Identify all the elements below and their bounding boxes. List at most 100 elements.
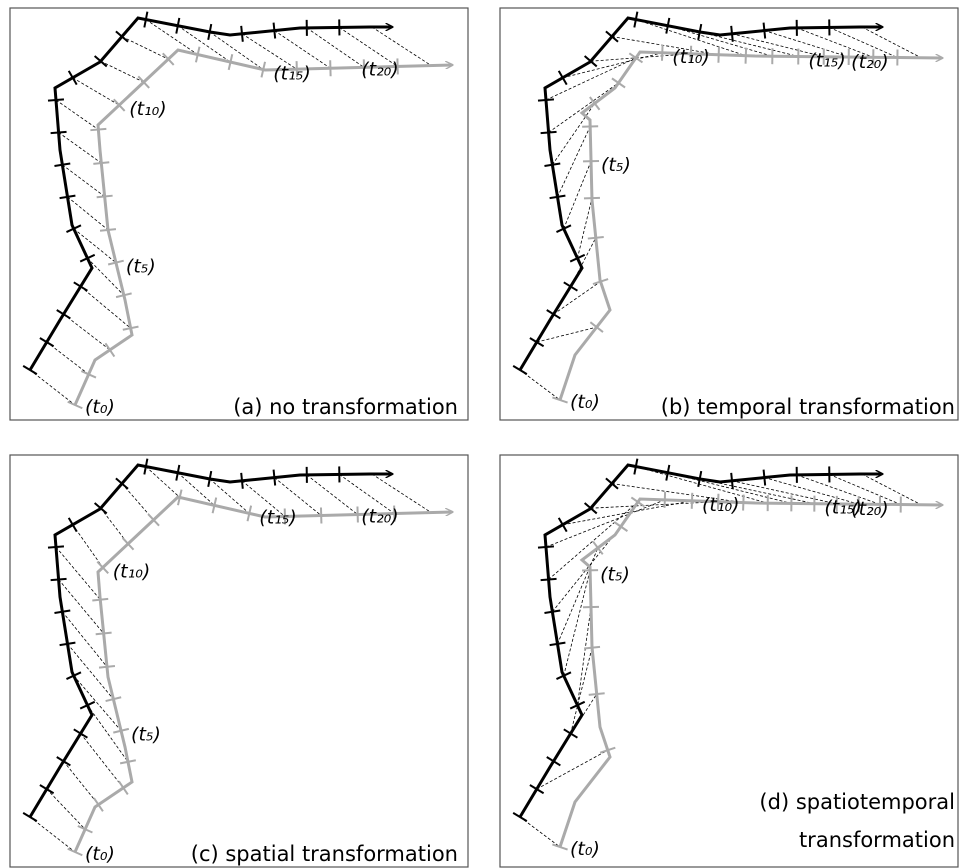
tick	[556, 224, 572, 233]
tick	[207, 470, 213, 487]
match-line	[577, 606, 592, 706]
time-label: (t₂₀)	[361, 506, 399, 528]
tick	[240, 472, 244, 489]
match-line	[87, 257, 125, 296]
match-line	[55, 546, 101, 600]
match-line	[58, 579, 104, 634]
caption: transformation	[799, 828, 955, 852]
tick	[98, 665, 116, 669]
tick	[272, 22, 277, 39]
tick	[137, 75, 150, 89]
match-line	[63, 760, 99, 805]
match-line	[577, 198, 593, 259]
tick	[557, 517, 568, 533]
match-line	[699, 478, 815, 505]
tick	[583, 502, 598, 515]
tick	[583, 55, 598, 68]
tick	[762, 469, 767, 486]
tick	[592, 540, 604, 555]
tick	[599, 746, 616, 754]
time-label: (t₅)	[600, 563, 630, 585]
tick	[697, 470, 703, 487]
tick	[67, 517, 78, 533]
match-line	[87, 704, 129, 763]
trajectory-black	[28, 463, 392, 818]
tick	[80, 370, 97, 379]
caption: (b) temporal transformation	[661, 395, 955, 419]
caption: (c) spatial transformation	[191, 842, 458, 866]
tick	[112, 98, 126, 112]
tick	[549, 194, 566, 200]
match-line	[62, 611, 108, 668]
tick	[105, 696, 122, 703]
trajectory-gray	[558, 497, 942, 848]
tick	[240, 25, 244, 42]
tick	[584, 645, 601, 650]
match-line	[58, 132, 102, 164]
tick	[93, 797, 104, 812]
match-line	[764, 477, 859, 505]
match-line	[731, 480, 837, 505]
trajectory-black	[28, 16, 392, 371]
tick	[633, 11, 639, 28]
tick	[56, 309, 71, 320]
tick	[143, 11, 149, 28]
tick	[96, 561, 109, 575]
time-label: (t₁₀)	[702, 494, 740, 516]
tick	[93, 161, 110, 165]
tick	[175, 464, 181, 481]
panel: (t₀) (t₅) (t₁₀) (t₁₅)(t₂₀) (d) spatiotempora…	[499, 454, 959, 868]
tick	[563, 728, 578, 739]
match-line	[145, 19, 198, 55]
tick	[663, 491, 667, 508]
tick	[605, 30, 619, 43]
tick	[118, 780, 129, 796]
tick	[697, 23, 703, 40]
time-label: (t₀)	[570, 838, 600, 860]
caption: (d) spatiotemporal	[759, 790, 955, 814]
tick	[512, 812, 528, 822]
match-line	[536, 749, 608, 790]
match-line	[339, 27, 398, 67]
tick	[39, 337, 55, 348]
trajectory-gray	[558, 50, 942, 401]
tick	[115, 477, 129, 490]
match-line	[80, 286, 131, 329]
trajectory-black	[518, 463, 882, 818]
tick	[744, 47, 748, 64]
tick	[67, 400, 83, 410]
match-line	[519, 816, 561, 848]
tick	[716, 493, 720, 510]
tick	[90, 127, 107, 132]
match-line	[67, 643, 114, 700]
tick	[147, 513, 160, 527]
match-line	[548, 82, 619, 133]
time-label: (t₁₅)	[259, 506, 297, 528]
time-label: (t₅)	[126, 256, 156, 278]
tick	[689, 45, 693, 62]
tick	[690, 492, 694, 509]
match-line	[177, 25, 231, 63]
match-line	[29, 816, 76, 853]
tick	[122, 325, 139, 331]
tick	[540, 577, 557, 582]
match-line	[861, 473, 922, 506]
tick	[211, 497, 218, 514]
match-line	[62, 164, 105, 197]
match-line	[611, 36, 719, 56]
panel: (t₀) (t₅) (t₁₀) (t₁₅) (t₂₀) (b) temporal tran…	[499, 7, 959, 421]
match-line	[552, 103, 596, 165]
time-label: (t₁₅)	[824, 497, 862, 519]
tick	[93, 55, 108, 68]
tick	[47, 98, 65, 102]
tick	[512, 365, 528, 375]
tick	[96, 194, 113, 199]
tick	[762, 22, 767, 39]
tick	[67, 847, 83, 857]
tick	[628, 52, 644, 64]
tick	[99, 228, 117, 232]
tick	[730, 25, 734, 42]
match-line	[796, 27, 874, 58]
match-line	[536, 326, 597, 343]
panel-border	[9, 454, 469, 868]
